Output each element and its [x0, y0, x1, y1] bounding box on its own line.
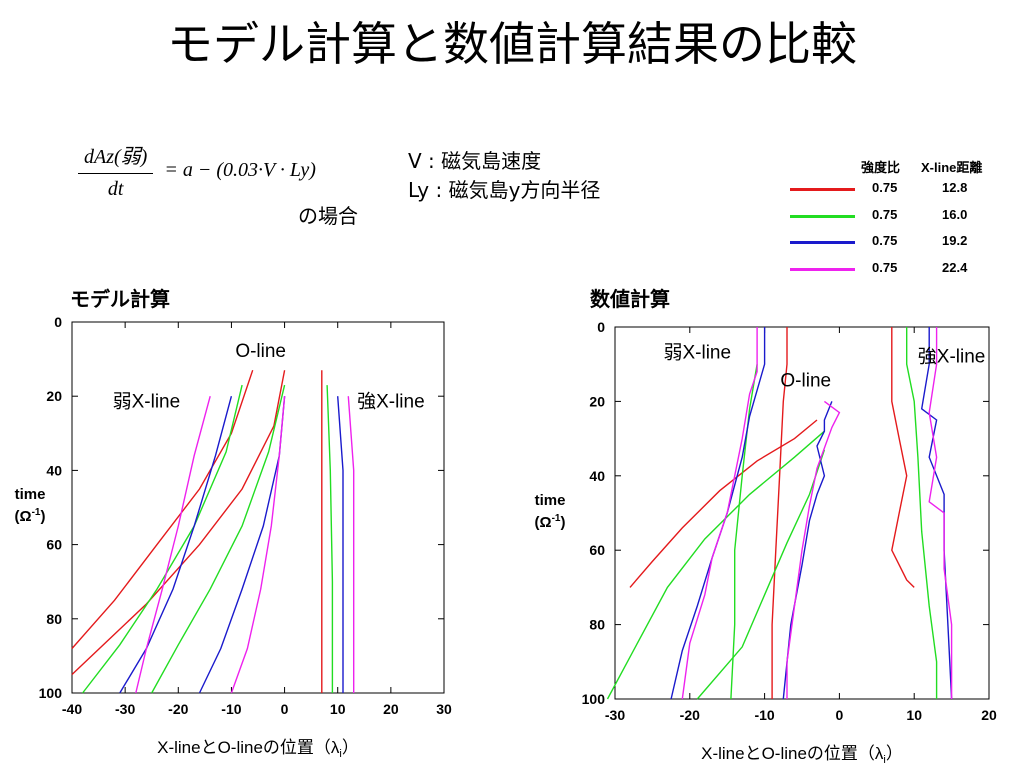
legend-header-distance: X-line距離 — [921, 160, 983, 175]
y-axis-label: time — [535, 492, 566, 509]
series-line — [681, 327, 758, 700]
legend-ratio: 0.75 — [872, 180, 898, 195]
x-tick-label: -40 — [62, 701, 82, 717]
annotation-label: 弱X-line — [113, 391, 181, 412]
x-tick-label: 10 — [330, 701, 346, 717]
legend-entry: 0.75 12.8 — [785, 179, 1015, 199]
series-line — [786, 400, 841, 699]
plot-frame — [71, 321, 445, 694]
y-axis-label: time — [15, 486, 46, 503]
series-line — [337, 396, 344, 693]
x-tick-label: -20 — [168, 701, 188, 717]
numerical-chart-title: 数値計算 — [590, 287, 670, 311]
series-line — [696, 449, 826, 700]
x-tick-label: 0 — [836, 707, 844, 723]
legend-ratio: 0.75 — [872, 207, 898, 222]
series-line — [920, 327, 953, 700]
x-tick-label: 10 — [906, 707, 922, 723]
annotation-label: O-line — [235, 341, 286, 362]
annotation-label: O-line — [780, 371, 831, 392]
series-line — [71, 369, 254, 649]
series-line — [670, 327, 766, 700]
variable-definition-ly: Ly : 磁気島y方向半径 — [408, 178, 601, 202]
formula-numerator: dAz(弱) — [78, 140, 154, 174]
formula: dAz(弱) dt = a − (0.03·V · Ly) — [78, 140, 316, 201]
y-tick-label: 60 — [589, 542, 605, 558]
legend-distance: 19.2 — [942, 233, 968, 248]
y-tick-label: 100 — [582, 691, 606, 707]
x-tick-label: -20 — [680, 707, 700, 723]
series-line — [151, 384, 286, 694]
legend-swatch — [790, 268, 855, 271]
series-line — [606, 430, 825, 700]
series-line — [730, 364, 758, 700]
legend-swatch — [790, 215, 855, 218]
variable-definition-v: V : 磁気島速度 — [408, 149, 542, 173]
legend-distance: 22.4 — [942, 260, 968, 275]
y-tick-label: 40 — [589, 468, 605, 484]
formula-note: の場合 — [298, 204, 358, 228]
y-tick-label: 60 — [46, 537, 62, 553]
y-tick-label: 20 — [46, 388, 62, 404]
series-line — [82, 384, 243, 694]
page-title: モデル計算と数値計算結果の比較 — [167, 17, 857, 71]
annotation-label: 弱X-line — [663, 343, 731, 364]
formula-denominator: dt — [107, 178, 124, 200]
series-line — [906, 327, 938, 699]
legend-header-ratio: 強度比 — [861, 160, 901, 175]
legend-swatch — [790, 188, 855, 191]
x-tick-label: -30 — [605, 707, 625, 723]
y-tick-label: 100 — [39, 685, 63, 701]
series-line — [891, 327, 915, 588]
plot-frame — [614, 326, 990, 700]
series-line — [629, 419, 818, 588]
annotation-label: 強X-line — [357, 390, 425, 412]
x-tick-label: 20 — [383, 701, 399, 717]
legend-entry: 0.75 22.4 — [785, 259, 1015, 279]
series-line — [71, 370, 286, 676]
y-tick-label: 40 — [46, 462, 62, 478]
legend-ratio: 0.75 — [872, 233, 898, 248]
series-line — [230, 396, 286, 694]
series-line — [135, 396, 211, 694]
y-tick-label: 20 — [589, 393, 605, 409]
series-line — [347, 396, 355, 693]
y-tick-label: 80 — [46, 611, 62, 627]
legend-distance: 16.0 — [942, 207, 968, 222]
legend-swatch — [790, 241, 855, 244]
series-line — [326, 385, 334, 693]
x-axis-label: X-lineとO-lineの位置（λi） — [701, 744, 903, 766]
legend-distance: 12.8 — [942, 180, 968, 195]
x-tick-label: -10 — [754, 707, 774, 723]
legend-entry: 0.75 16.0 — [785, 206, 1015, 226]
x-axis-label: X-lineとO-lineの位置（λi） — [157, 738, 359, 760]
x-tick-label: 20 — [981, 707, 997, 723]
series-line — [928, 327, 953, 699]
model-chart-title: モデル計算 — [70, 287, 170, 311]
series-line — [771, 327, 788, 699]
formula-rhs: = a − (0.03·V · Ly) — [164, 159, 316, 181]
annotation-label: 強X-line — [918, 345, 986, 367]
x-tick-label: 30 — [436, 701, 452, 717]
legend-entry: 0.75 19.2 — [785, 232, 1015, 252]
legend: 強度比 X-line距離 0.75 12.8 0.75 16.0 0.75 19… — [785, 157, 1015, 282]
x-tick-label: -30 — [115, 701, 135, 717]
series-line — [119, 396, 233, 694]
formula-fraction: dAz(弱) dt — [78, 140, 154, 201]
y-tick-label: 80 — [589, 617, 605, 633]
y-tick-label: 0 — [54, 314, 62, 330]
y-tick-label: 0 — [597, 319, 605, 335]
legend-ratio: 0.75 — [872, 260, 898, 275]
y-axis-label-units: (Ω-1) — [535, 513, 566, 531]
x-tick-label: 0 — [281, 701, 289, 717]
x-tick-label: -10 — [221, 701, 241, 717]
